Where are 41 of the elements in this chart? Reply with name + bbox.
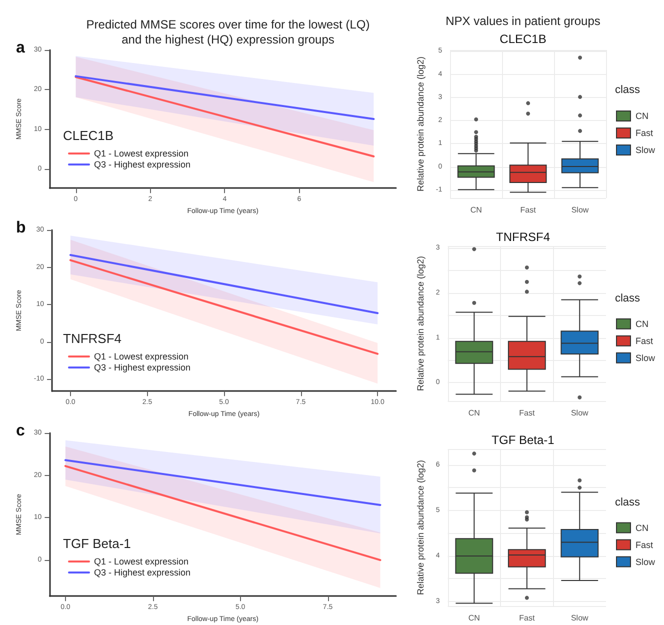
- legend-label: Q1 - Lowest expression: [94, 556, 189, 566]
- text: a: [16, 40, 25, 56]
- legend-label: Q1 - Lowest expression: [94, 352, 189, 362]
- chart-title: Predicted MMSE scores over time for the lowest (LQ) and the highest (HQ) expression groups: [86, 18, 370, 46]
- legend-label: Q3 - Highest expression: [94, 160, 191, 170]
- legend-label: Slow: [635, 145, 656, 156]
- text: c: [16, 422, 25, 440]
- legend-title: CLEC1B: [63, 128, 114, 143]
- y-axis-title: Relative protein abundance (log2): [416, 256, 426, 392]
- text: b: [16, 220, 26, 236]
- legend-label: Q3 - Highest expression: [94, 568, 191, 578]
- legend-title: class: [614, 84, 640, 96]
- x-tick-label: Slow: [570, 408, 589, 418]
- legend-title: class: [614, 292, 640, 305]
- chart-title: TGF Beta-1: [492, 433, 555, 447]
- legend-label: Q1 - Lowest expression: [94, 148, 189, 158]
- x-tick-label: Slow: [570, 614, 589, 622]
- legend-title: TNFRSF4: [63, 331, 122, 346]
- x-tick-label: Fast: [519, 614, 536, 622]
- x-tick-label: CN: [470, 206, 482, 214]
- x-tick-label: CN: [468, 408, 480, 418]
- chart-subtitle: CLEC1B: [500, 32, 546, 46]
- legend-title: class: [614, 496, 640, 508]
- x-tick-label: Slow: [571, 206, 589, 214]
- x-tick-label: Fast: [520, 206, 537, 214]
- legend-label: Fast: [635, 128, 654, 138]
- chart-title: TNFRSF4: [496, 230, 550, 244]
- legend-label: Q3 - Highest expression: [94, 362, 191, 372]
- legend-label: Fast: [635, 336, 654, 346]
- x-tick-label: Fast: [519, 408, 536, 418]
- x-tick-label: CN: [468, 614, 480, 622]
- legend-label: Fast: [635, 540, 654, 550]
- y-axis-title: Relative protein abundance (log2): [416, 460, 426, 596]
- legend-label: Slow: [635, 352, 656, 363]
- y-axis-title: Relative protein abundance (log2): [416, 56, 426, 192]
- legend-title: TGF Beta-1: [63, 536, 131, 551]
- legend-label: Slow: [635, 556, 656, 567]
- chart-title: NPX values in patient groups: [446, 14, 600, 28]
- legend-label: CN: [635, 318, 648, 329]
- legend-label: CN: [635, 522, 648, 533]
- legend-label: CN: [635, 111, 648, 122]
